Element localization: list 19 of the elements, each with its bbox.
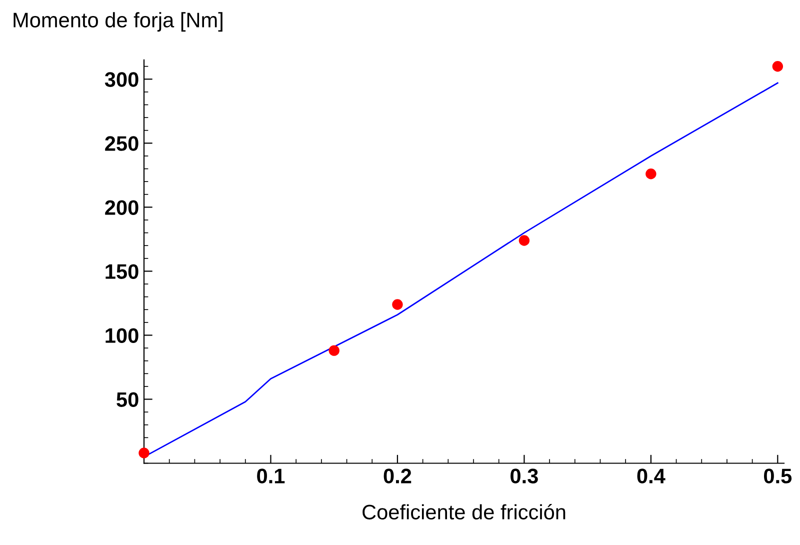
x-tick-label: 0.3 (510, 468, 538, 484)
point (392, 299, 403, 310)
point (518, 235, 530, 246)
x-tick-label: 0.5 (764, 468, 792, 484)
y-tick-label: 300 (104, 72, 138, 87)
y-tick-label: 200 (105, 200, 138, 215)
y-axis-title: Momento de forja [Nm] (14, 12, 222, 32)
x-tick-label: 0.1 (257, 468, 285, 484)
x-tick-label: 0.2 (384, 468, 412, 484)
point (328, 345, 340, 356)
point (646, 168, 656, 180)
y-tick-label: 150 (106, 264, 138, 279)
y-tick-label: 100 (106, 328, 138, 343)
y-tick-label: 50 (116, 392, 138, 407)
y-tick-label: 250 (105, 136, 138, 151)
x-tick-label: 0.4 (637, 468, 666, 484)
point (772, 61, 784, 72)
point (138, 448, 150, 458)
x-axis-title: Coeficiente de fricción (362, 504, 566, 520)
